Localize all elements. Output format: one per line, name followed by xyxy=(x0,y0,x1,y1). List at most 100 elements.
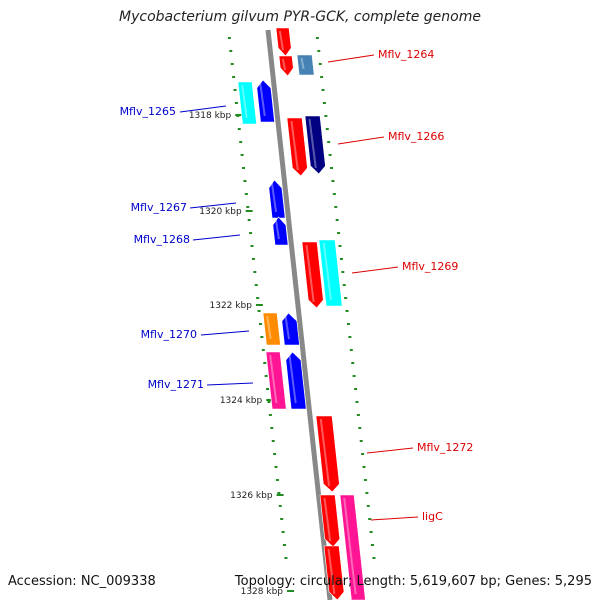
gene-highlight xyxy=(270,182,278,213)
gene-label: Mflv_1264 xyxy=(378,48,434,61)
gc-dot xyxy=(334,206,338,208)
tick-label: 1324 kbp xyxy=(220,396,263,406)
gene-highlight xyxy=(259,82,266,117)
gene-arrow[interactable] xyxy=(315,415,340,493)
gene-arrow[interactable] xyxy=(301,241,324,309)
gene-arrow[interactable] xyxy=(265,351,287,410)
gc-dot xyxy=(351,362,355,364)
gc-dot xyxy=(358,427,362,429)
gene-label: Mflv_1270 xyxy=(141,328,197,341)
gene-arrow[interactable] xyxy=(319,494,341,548)
gene-arrow[interactable] xyxy=(339,494,366,600)
gc-dot xyxy=(244,193,248,195)
gene-label-leader xyxy=(337,136,385,145)
gene-arrow[interactable] xyxy=(237,81,257,125)
gc-dot xyxy=(328,154,332,156)
gc-dot xyxy=(277,492,281,494)
gene-arrow[interactable] xyxy=(296,54,315,76)
gene-label-leader xyxy=(206,382,254,386)
gene-label-leader xyxy=(351,266,399,274)
gene-label-leader xyxy=(179,105,227,113)
gene-arrow[interactable] xyxy=(256,79,275,123)
gc-dot xyxy=(237,128,241,130)
gc-dot xyxy=(341,271,345,273)
gene-label-leader xyxy=(327,54,375,63)
gc-dot xyxy=(365,492,369,494)
gc-dot xyxy=(368,518,372,520)
gc-dot xyxy=(361,453,365,455)
gc-dot xyxy=(332,193,336,195)
gene-arrow[interactable] xyxy=(323,545,345,600)
gc-dot xyxy=(338,245,342,247)
tick-label: 1320 kbp xyxy=(199,207,242,217)
gc-dot xyxy=(352,375,356,377)
gc-dot xyxy=(271,440,275,442)
accession-text: Accession: NC_009338 xyxy=(8,574,156,589)
gc-dot xyxy=(258,323,262,325)
gene-arrow[interactable] xyxy=(272,216,289,246)
gc-dot xyxy=(273,453,277,455)
gc-dot xyxy=(280,518,284,520)
gc-dot xyxy=(335,219,339,221)
gc-dot xyxy=(325,128,329,130)
gene-arrow[interactable] xyxy=(285,351,307,410)
gc-dot xyxy=(339,258,343,260)
gene-arrow[interactable] xyxy=(278,55,294,77)
gc-dot xyxy=(234,102,238,104)
gc-dot xyxy=(266,388,270,390)
gene-highlight xyxy=(308,118,317,169)
gene-label-leader xyxy=(370,516,419,521)
gc-dot xyxy=(354,388,358,390)
gene-label-leader xyxy=(192,234,241,241)
gc-dot xyxy=(243,180,247,182)
gc-dot xyxy=(372,557,376,559)
gene-highlight xyxy=(323,497,332,542)
gene-arrow[interactable] xyxy=(286,117,308,177)
gene-arrow[interactable] xyxy=(318,239,343,307)
gc-dot xyxy=(274,466,278,468)
gene-arrow[interactable] xyxy=(304,115,326,175)
gc-dot xyxy=(321,89,325,91)
tick-label: 1326 kbp xyxy=(230,491,273,501)
tick-label: 1322 kbp xyxy=(210,301,253,311)
gc-dot xyxy=(230,63,234,65)
gc-dot xyxy=(257,310,261,312)
gc-dot xyxy=(356,414,360,416)
genome-title: Mycobacterium gilvum PYR-GCK, complete g… xyxy=(119,9,481,25)
gene-highlight xyxy=(241,84,248,119)
topology-text: Topology: circular; Length: 5,619,607 bp… xyxy=(234,574,592,589)
gc-dot xyxy=(283,544,287,546)
gc-dot xyxy=(261,349,265,351)
gc-skew-dots xyxy=(227,37,376,559)
gc-dot xyxy=(229,50,233,52)
scale-ticks: 1318 kbp 1320 kbp 1322 kbp 1324 kbp 1326 kbp… xyxy=(189,111,295,597)
gc-dot xyxy=(324,115,328,117)
gene-highlight xyxy=(300,57,305,70)
gc-dot xyxy=(263,362,267,364)
gene-highlight xyxy=(319,418,331,487)
gc-dot xyxy=(246,206,250,208)
tick-label: 1318 kbp xyxy=(189,111,232,121)
gc-dot xyxy=(264,375,268,377)
gc-dot xyxy=(254,284,258,286)
gene-label: Mflv_1267 xyxy=(131,201,187,214)
gc-dot xyxy=(315,37,319,39)
gc-dot xyxy=(369,531,373,533)
gc-dot xyxy=(322,102,326,104)
gene-label-leader xyxy=(366,447,414,454)
gc-dot xyxy=(249,232,253,234)
gc-dot xyxy=(348,336,352,338)
gc-dot xyxy=(327,141,331,143)
gene-features[interactable] xyxy=(237,27,366,600)
gc-dot xyxy=(363,479,367,481)
gene-label: Mflv_1266 xyxy=(388,130,444,143)
gene-arrow[interactable] xyxy=(262,312,281,346)
genome-backbone xyxy=(265,29,333,600)
gc-dot xyxy=(267,401,271,403)
gene-arrow[interactable] xyxy=(281,312,300,346)
gene-label-leader xyxy=(200,330,250,336)
gene-arrow[interactable] xyxy=(275,27,292,57)
gc-dot xyxy=(233,89,237,91)
gene-label: ligC xyxy=(422,510,443,523)
gc-dot xyxy=(318,63,322,65)
